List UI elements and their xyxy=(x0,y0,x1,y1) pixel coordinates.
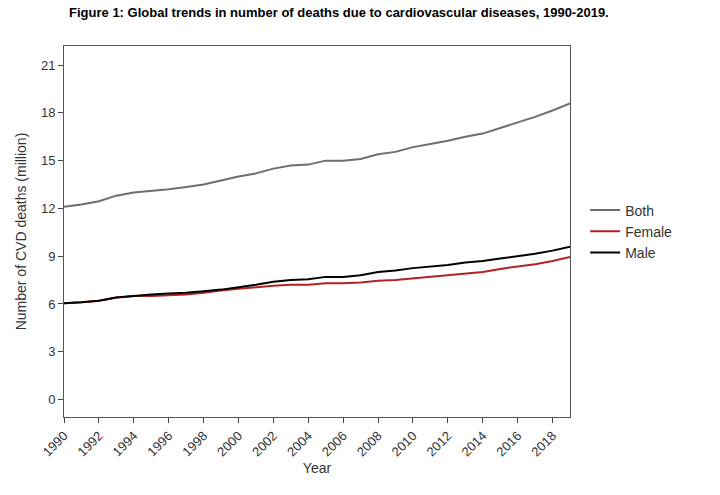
svg-text:3: 3 xyxy=(48,344,55,359)
svg-text:Year: Year xyxy=(303,460,332,476)
svg-text:2014: 2014 xyxy=(458,428,489,459)
svg-text:Both: Both xyxy=(625,203,654,219)
svg-text:1998: 1998 xyxy=(179,428,210,459)
svg-text:2018: 2018 xyxy=(528,428,559,459)
svg-text:1992: 1992 xyxy=(75,428,106,459)
svg-text:Number of CVD deaths (million): Number of CVD deaths (million) xyxy=(13,133,29,331)
svg-text:Female: Female xyxy=(625,224,672,240)
svg-text:2012: 2012 xyxy=(424,428,455,459)
svg-text:2010: 2010 xyxy=(389,428,420,459)
svg-text:2008: 2008 xyxy=(354,428,385,459)
svg-text:2004: 2004 xyxy=(284,428,315,459)
svg-text:2002: 2002 xyxy=(249,428,280,459)
svg-text:15: 15 xyxy=(41,153,55,168)
svg-text:1994: 1994 xyxy=(109,428,140,459)
svg-text:18: 18 xyxy=(41,105,55,120)
svg-text:6: 6 xyxy=(48,297,55,312)
svg-text:1996: 1996 xyxy=(144,428,175,459)
svg-text:0: 0 xyxy=(48,392,55,407)
svg-text:12: 12 xyxy=(41,201,55,216)
svg-text:1990: 1990 xyxy=(40,428,71,459)
svg-text:2006: 2006 xyxy=(319,428,350,459)
svg-text:9: 9 xyxy=(48,249,55,264)
svg-text:2000: 2000 xyxy=(214,428,245,459)
svg-text:2016: 2016 xyxy=(493,428,524,459)
svg-text:Male: Male xyxy=(625,245,656,261)
svg-text:21: 21 xyxy=(41,58,55,73)
svg-text:Figure 1: Global trends in num: Figure 1: Global trends in number of dea… xyxy=(69,5,609,20)
